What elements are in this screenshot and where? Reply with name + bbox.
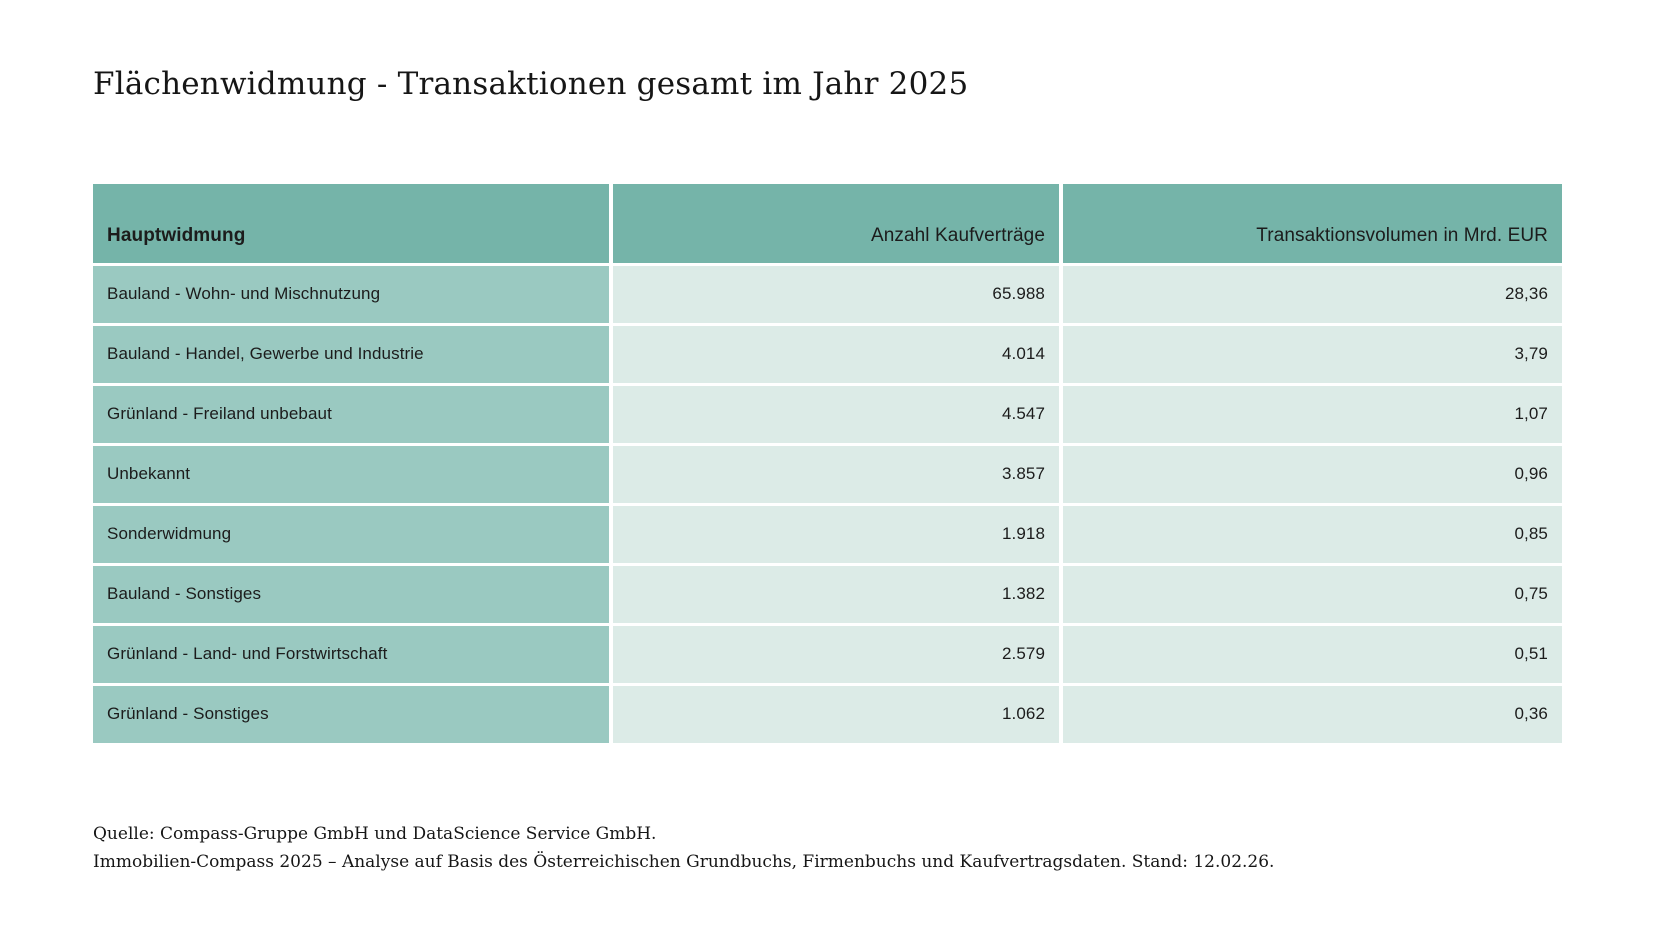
source-note: Quelle: Compass-Gruppe GmbH und DataScie… bbox=[93, 820, 1274, 876]
source-line-1: Quelle: Compass-Gruppe GmbH und DataScie… bbox=[93, 824, 657, 844]
row-contracts-value: 4.547 bbox=[613, 386, 1059, 443]
row-volume-value: 0,75 bbox=[1063, 566, 1562, 623]
row-label: Bauland - Sonstiges bbox=[93, 566, 609, 623]
page-title: Flächenwidmung - Transaktionen gesamt im… bbox=[93, 66, 969, 102]
row-label: Grünland - Freiland unbebaut bbox=[93, 386, 609, 443]
row-volume-value: 0,51 bbox=[1063, 626, 1562, 683]
row-contracts-value: 1.062 bbox=[613, 686, 1059, 743]
row-label: Bauland - Handel, Gewerbe und Industrie bbox=[93, 326, 609, 383]
row-contracts-value: 65.988 bbox=[613, 266, 1059, 323]
source-line-2: Immobilien-Compass 2025 – Analyse auf Ba… bbox=[93, 852, 1275, 872]
column-header-hauptwidmung: Hauptwidmung bbox=[93, 184, 609, 263]
row-volume-value: 3,79 bbox=[1063, 326, 1562, 383]
row-volume-value: 0,36 bbox=[1063, 686, 1562, 743]
column-header-transaktionsvolumen: Transaktionsvolumen in Mrd. EUR bbox=[1063, 184, 1562, 263]
transactions-table: Hauptwidmung Anzahl Kaufverträge Transak… bbox=[93, 184, 1566, 743]
row-contracts-value: 1.382 bbox=[613, 566, 1059, 623]
row-volume-value: 1,07 bbox=[1063, 386, 1562, 443]
row-label: Unbekannt bbox=[93, 446, 609, 503]
row-label: Grünland - Land- und Forstwirtschaft bbox=[93, 626, 609, 683]
row-volume-value: 0,96 bbox=[1063, 446, 1562, 503]
column-header-anzahl-kaufvertraege: Anzahl Kaufverträge bbox=[613, 184, 1059, 263]
row-contracts-value: 1.918 bbox=[613, 506, 1059, 563]
row-label: Bauland - Wohn- und Mischnutzung bbox=[93, 266, 609, 323]
row-contracts-value: 3.857 bbox=[613, 446, 1059, 503]
row-label: Sonderwidmung bbox=[93, 506, 609, 563]
row-contracts-value: 4.014 bbox=[613, 326, 1059, 383]
row-volume-value: 0,85 bbox=[1063, 506, 1562, 563]
row-contracts-value: 2.579 bbox=[613, 626, 1059, 683]
row-label: Grünland - Sonstiges bbox=[93, 686, 609, 743]
row-volume-value: 28,36 bbox=[1063, 266, 1562, 323]
